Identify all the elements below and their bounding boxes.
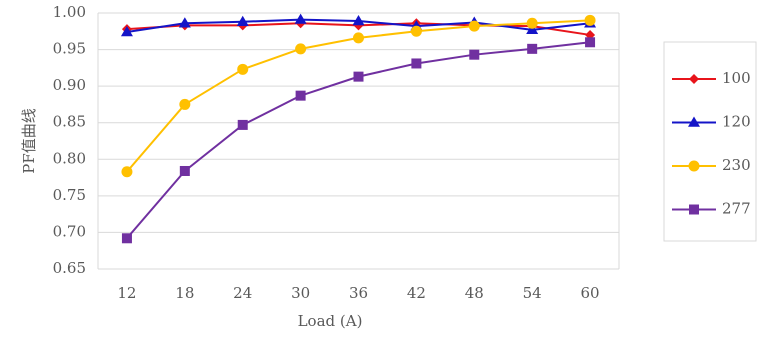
data-point-120 (526, 23, 539, 35)
y-tick-label: 0.65 (53, 259, 86, 277)
series-277 (121, 37, 596, 244)
data-point-277 (121, 233, 132, 244)
legend-entry-230: 230 (672, 156, 751, 174)
x-tick-label: 24 (233, 284, 252, 302)
legend-entry-277: 277 (672, 200, 751, 218)
data-point-277 (527, 43, 538, 54)
y-tick-label: 0.75 (53, 186, 86, 204)
x-tick-label: 18 (175, 284, 194, 302)
grid-lines (97, 12, 620, 270)
data-point-120 (236, 15, 249, 26)
data-point-120 (294, 13, 307, 24)
y-tick-label: 0.85 (53, 113, 86, 131)
axes: 0.65 0.70 0.75 0.80 0.85 0.90 0.95 1.00 12 18 24 30… (53, 3, 600, 302)
legend-label: 100 (722, 69, 751, 87)
data-point-277 (411, 58, 422, 69)
data-point-120 (178, 17, 191, 28)
x-tick-label: 54 (523, 284, 542, 302)
data-point-277 (295, 90, 306, 101)
data-point-230 (410, 25, 422, 37)
y-tick-label: 0.90 (53, 76, 86, 94)
legend-marker (689, 204, 699, 215)
y-tick-label: 0.80 (53, 149, 86, 167)
x-tick-label: 30 (291, 284, 310, 302)
legend-label: 120 (722, 113, 751, 131)
data-point-120 (352, 15, 365, 26)
y-tick-label: 0.70 (53, 222, 86, 240)
data-point-230 (121, 166, 133, 178)
x-tick-label: 48 (465, 284, 484, 302)
data-point-277 (237, 119, 248, 130)
legend-label: 277 (722, 200, 751, 218)
data-point-230 (584, 14, 596, 26)
data-point-120 (120, 26, 133, 37)
legend-marker (688, 160, 700, 172)
y-tick-label: 0.95 (53, 40, 86, 58)
data-point-277 (353, 71, 364, 82)
data-point-277 (469, 49, 480, 60)
series-lines (120, 13, 597, 244)
legend: 100 120 230 277 (663, 41, 757, 242)
x-tick-label: 42 (407, 284, 426, 302)
data-point-230 (353, 32, 364, 44)
legend-marker (688, 116, 700, 127)
data-point-230 (179, 98, 191, 110)
y-axis-title: PF值曲线 (20, 108, 38, 174)
data-point-277 (585, 37, 596, 48)
x-tick-label: 36 (349, 284, 368, 302)
x-tick-label: 12 (117, 284, 136, 302)
legend-box (663, 41, 757, 242)
x-axis-title: Load (A) (298, 312, 363, 330)
legend-entry-120: 120 (672, 113, 751, 131)
data-point-230 (237, 63, 249, 75)
y-tick-label: 1.00 (53, 3, 86, 21)
data-point-230 (526, 17, 538, 29)
data-point-277 (179, 165, 190, 176)
series-230 (121, 14, 596, 178)
legend-marker (689, 74, 699, 84)
data-point-230 (468, 20, 480, 32)
legend-entry-100: 100 (672, 69, 751, 87)
x-tick-label: 60 (581, 284, 600, 302)
legend-label: 230 (722, 156, 751, 174)
data-point-230 (295, 43, 307, 55)
